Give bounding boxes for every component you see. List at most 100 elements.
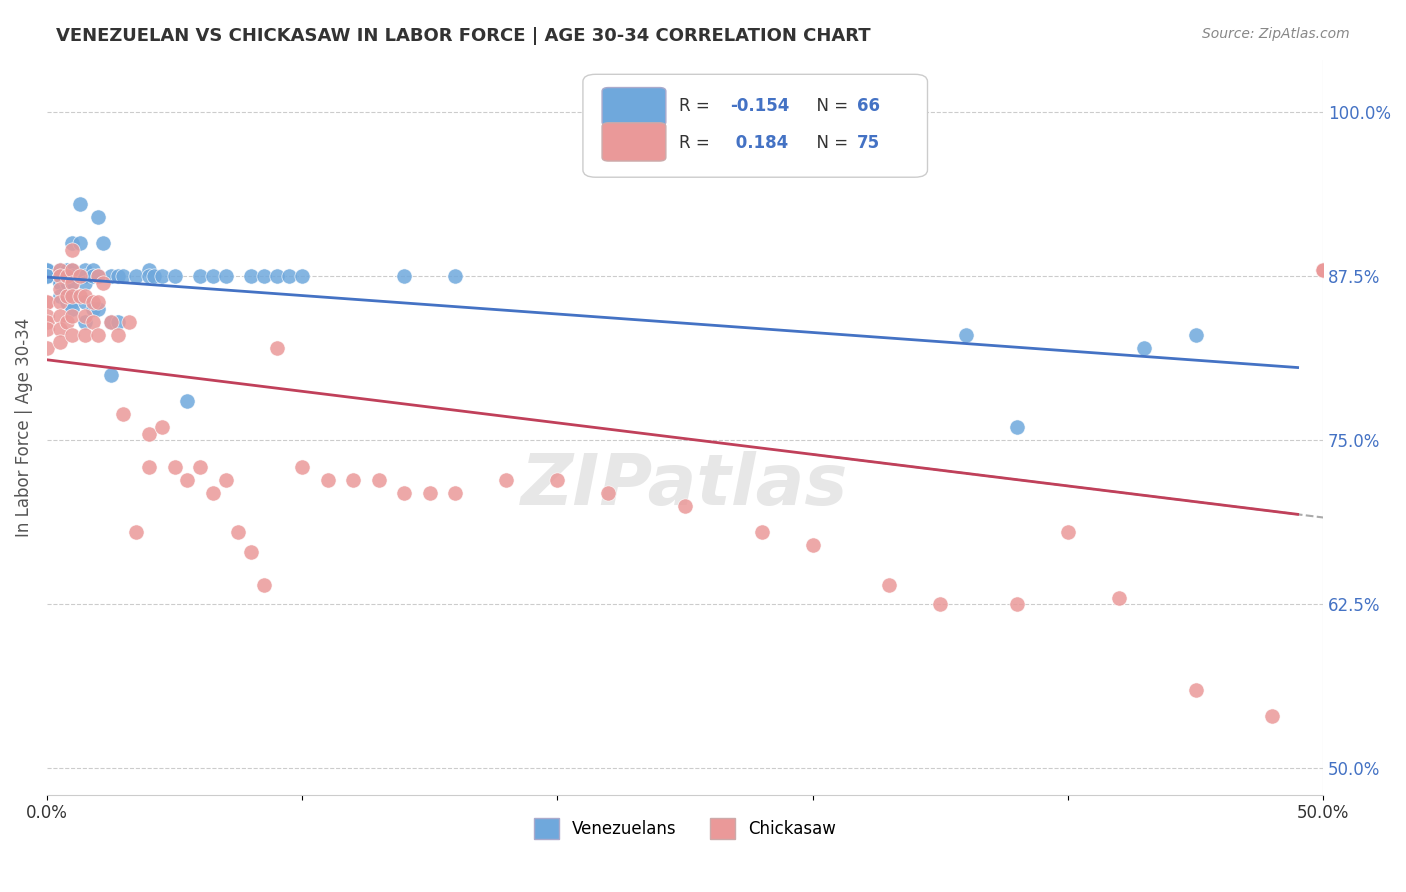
Chickasaw — [56, 315, 79, 329]
Venezuelans — [69, 236, 91, 251]
Chickasaw — [35, 295, 58, 310]
Chickasaw — [56, 289, 79, 303]
Text: 75: 75 — [858, 134, 880, 152]
Chickasaw — [91, 276, 114, 290]
Text: 0.184: 0.184 — [730, 134, 787, 152]
Chickasaw — [201, 485, 224, 500]
Text: R =: R = — [679, 97, 714, 115]
Venezuelans — [62, 262, 84, 277]
Chickasaw — [48, 269, 70, 284]
Venezuelans — [163, 269, 186, 284]
Chickasaw — [69, 289, 91, 303]
Chickasaw — [62, 243, 84, 257]
Venezuelans — [91, 236, 114, 251]
Venezuelans — [444, 269, 467, 284]
Chickasaw — [112, 407, 135, 421]
Chickasaw — [48, 334, 70, 349]
Chickasaw — [1108, 591, 1130, 605]
Venezuelans — [278, 269, 301, 284]
Venezuelans — [35, 269, 58, 284]
Venezuelans — [143, 269, 166, 284]
Venezuelans — [75, 295, 97, 310]
Chickasaw — [801, 538, 824, 552]
Chickasaw — [877, 577, 900, 591]
Chickasaw — [1312, 262, 1334, 277]
Venezuelans — [240, 269, 263, 284]
Chickasaw — [75, 328, 97, 343]
Chickasaw — [929, 598, 952, 612]
Chickasaw — [495, 473, 517, 487]
Text: N =: N = — [806, 134, 853, 152]
Venezuelans — [100, 368, 122, 382]
Chickasaw — [62, 328, 84, 343]
Chickasaw — [176, 473, 198, 487]
Venezuelans — [62, 276, 84, 290]
Venezuelans — [35, 269, 58, 284]
Text: N =: N = — [806, 97, 853, 115]
Chickasaw — [1312, 262, 1334, 277]
Chickasaw — [48, 295, 70, 310]
Chickasaw — [1184, 682, 1206, 697]
Venezuelans — [62, 236, 84, 251]
Chickasaw — [82, 315, 104, 329]
Chickasaw — [62, 276, 84, 290]
Venezuelans — [107, 269, 129, 284]
Chickasaw — [87, 269, 110, 284]
Chickasaw — [419, 485, 441, 500]
Venezuelans — [214, 269, 236, 284]
Venezuelans — [150, 269, 173, 284]
Venezuelans — [1184, 328, 1206, 343]
Venezuelans — [188, 269, 211, 284]
Chickasaw — [228, 525, 250, 540]
Chickasaw — [35, 321, 58, 335]
Chickasaw — [138, 459, 160, 474]
Venezuelans — [75, 269, 97, 284]
Venezuelans — [1005, 420, 1028, 434]
Chickasaw — [1261, 709, 1284, 723]
Chickasaw — [75, 289, 97, 303]
Venezuelans — [48, 276, 70, 290]
Venezuelans — [87, 301, 110, 316]
Chickasaw — [367, 473, 389, 487]
Chickasaw — [82, 295, 104, 310]
Venezuelans — [48, 276, 70, 290]
Chickasaw — [75, 309, 97, 323]
Text: Source: ZipAtlas.com: Source: ZipAtlas.com — [1202, 27, 1350, 41]
Venezuelans — [266, 269, 288, 284]
Chickasaw — [35, 342, 58, 356]
Chickasaw — [48, 321, 70, 335]
Chickasaw — [35, 295, 58, 310]
Chickasaw — [107, 328, 129, 343]
Chickasaw — [62, 262, 84, 277]
Chickasaw — [342, 473, 364, 487]
Venezuelans — [56, 289, 79, 303]
Chickasaw — [188, 459, 211, 474]
Chickasaw — [48, 282, 70, 296]
Venezuelans — [112, 269, 135, 284]
Chickasaw — [150, 420, 173, 434]
Chickasaw — [266, 342, 288, 356]
Chickasaw — [751, 525, 773, 540]
Venezuelans — [56, 262, 79, 277]
Venezuelans — [82, 269, 104, 284]
Venezuelans — [291, 269, 314, 284]
Venezuelans — [48, 269, 70, 284]
Text: ZIPatlas: ZIPatlas — [522, 451, 849, 520]
Venezuelans — [62, 289, 84, 303]
FancyBboxPatch shape — [602, 123, 666, 161]
Chickasaw — [35, 315, 58, 329]
Venezuelans — [394, 269, 416, 284]
Venezuelans — [35, 262, 58, 277]
Chickasaw — [48, 262, 70, 277]
Venezuelans — [56, 295, 79, 310]
Venezuelans — [35, 262, 58, 277]
Venezuelans — [87, 210, 110, 224]
Venezuelans — [56, 276, 79, 290]
FancyBboxPatch shape — [602, 87, 666, 126]
Venezuelans — [955, 328, 977, 343]
Chickasaw — [394, 485, 416, 500]
Venezuelans — [35, 269, 58, 284]
Venezuelans — [48, 269, 70, 284]
Chickasaw — [291, 459, 314, 474]
Chickasaw — [69, 269, 91, 284]
